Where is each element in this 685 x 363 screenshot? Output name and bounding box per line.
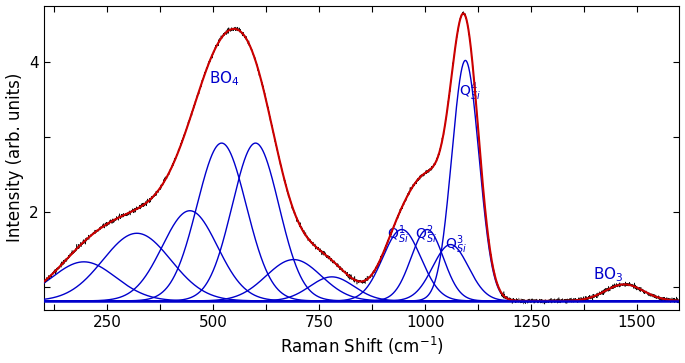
Text: Q$^4_{Si}$: Q$^4_{Si}$ <box>459 81 481 103</box>
Y-axis label: Intensity (arb. units): Intensity (arb. units) <box>5 73 23 242</box>
Text: Q$^3_{Si}$: Q$^3_{Si}$ <box>445 233 467 256</box>
Text: BO$_4$: BO$_4$ <box>209 70 240 88</box>
X-axis label: Raman Shift (cm$^{-1}$): Raman Shift (cm$^{-1}$) <box>279 335 444 358</box>
Text: Q$^2_{Si}$: Q$^2_{Si}$ <box>414 224 436 246</box>
Text: BO$_3$: BO$_3$ <box>593 265 623 284</box>
Text: Q$^1_{Si}$: Q$^1_{Si}$ <box>387 224 409 246</box>
